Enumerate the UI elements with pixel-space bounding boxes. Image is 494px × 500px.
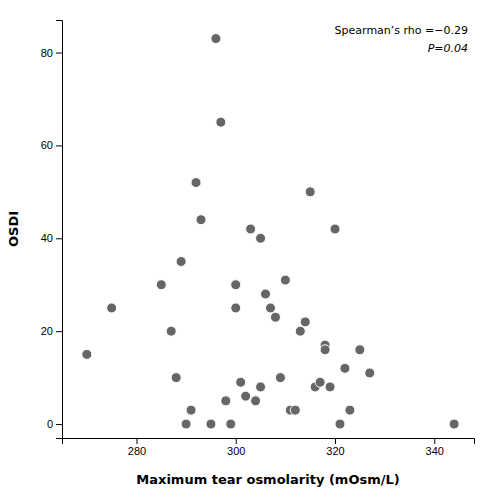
point — [176, 257, 186, 267]
point — [191, 178, 201, 188]
point — [275, 373, 285, 383]
point — [265, 303, 275, 313]
point — [330, 224, 340, 234]
y-tick: 80 — [41, 47, 62, 59]
x-tick: 280 — [128, 438, 146, 457]
y-axis-title: OSDI — [6, 211, 21, 247]
point — [300, 317, 310, 327]
points — [82, 34, 459, 429]
point — [256, 382, 266, 392]
y-tick-mark — [56, 53, 62, 54]
point — [166, 326, 176, 336]
point — [270, 312, 280, 322]
point — [315, 377, 325, 387]
point — [107, 303, 117, 313]
x-axis-line — [63, 439, 475, 445]
y-axis: 0 20 40 60 80 — [41, 21, 63, 439]
point — [231, 280, 241, 290]
x-tick-mark — [136, 438, 137, 444]
annotation: Spearman’s rho =−0.29 — [335, 24, 468, 37]
point — [256, 382, 266, 392]
x-tick: 340 — [426, 438, 444, 457]
y-tick: 0 — [47, 418, 62, 430]
point — [211, 34, 221, 44]
point — [449, 419, 459, 429]
point — [82, 349, 92, 359]
point — [290, 405, 300, 415]
y-tick-label: 0 — [47, 418, 53, 430]
point — [246, 224, 256, 234]
y-tick-mark — [56, 331, 62, 332]
point — [340, 363, 350, 373]
x-tick-mark — [236, 438, 237, 444]
point — [231, 303, 241, 313]
y-tick-label: 40 — [41, 232, 53, 244]
point — [261, 289, 271, 299]
point — [325, 382, 335, 392]
y-tick: 40 — [41, 232, 62, 244]
point — [345, 405, 355, 415]
y-tick-label: 20 — [41, 325, 53, 337]
point — [156, 280, 166, 290]
y-tick-mark — [56, 424, 62, 425]
x-tick-mark — [335, 438, 336, 444]
point — [280, 275, 290, 285]
point — [236, 377, 246, 387]
x-tick: 300 — [227, 438, 245, 457]
y-tick-mark — [56, 238, 62, 239]
x-tick-mark — [434, 438, 435, 444]
x-axis-title: Maximum tear osmolarity (mOsm/L) — [136, 472, 399, 487]
x-tick-label: 340 — [426, 445, 444, 457]
x-axis: 280 300 320 340 — [63, 438, 475, 457]
point — [221, 396, 231, 406]
point — [231, 280, 241, 290]
point — [216, 117, 226, 127]
y-tick: 20 — [41, 325, 62, 337]
x-tick-label: 300 — [227, 445, 245, 457]
point — [305, 187, 315, 197]
point — [241, 391, 251, 401]
point — [335, 419, 345, 429]
point — [295, 326, 305, 336]
point — [365, 368, 375, 378]
x-tick: 320 — [326, 438, 344, 457]
y-axis-line — [56, 21, 63, 439]
x-tick-label: 320 — [326, 445, 344, 457]
y-tick-label: 60 — [41, 139, 53, 151]
point — [186, 405, 196, 415]
y-tick-label: 80 — [41, 47, 53, 59]
point — [206, 419, 216, 429]
chart: 280 300 320 340 0 20 40 60 80 Maximum tear osmola… — [0, 0, 494, 500]
point — [181, 419, 191, 429]
point — [226, 419, 236, 429]
y-tick-mark — [56, 145, 62, 146]
point — [251, 396, 261, 406]
y-tick: 60 — [41, 139, 62, 151]
point — [171, 373, 181, 383]
point — [256, 233, 266, 243]
point — [320, 345, 330, 355]
annotation: P=0.04 — [428, 42, 468, 55]
x-tick-label: 280 — [128, 445, 146, 457]
point — [196, 215, 206, 225]
point — [355, 345, 365, 355]
plot: 280 300 320 340 0 20 40 60 80 Maximum tear osmola… — [6, 21, 475, 488]
